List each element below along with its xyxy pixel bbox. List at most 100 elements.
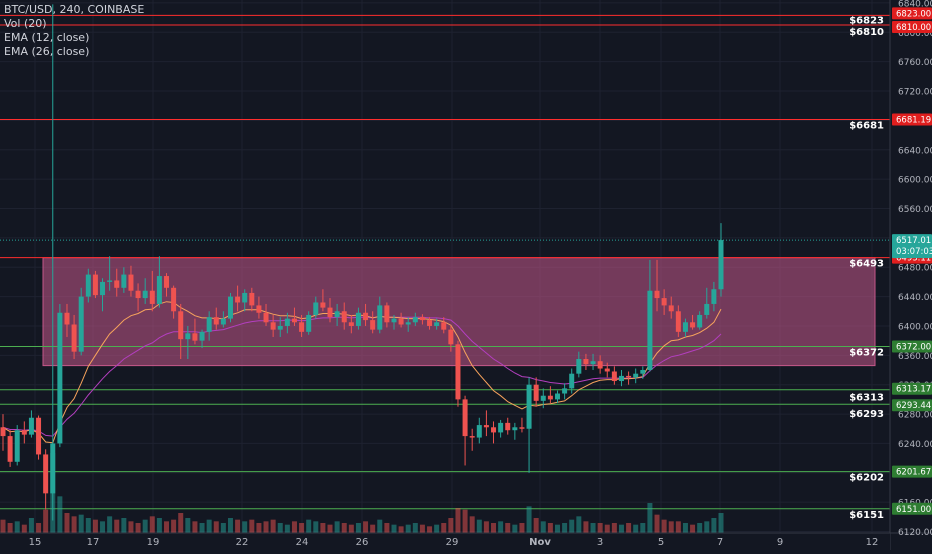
volume-bar [14,521,20,533]
indicator-volume[interactable]: Vol (20) [4,17,47,30]
candle-body [583,359,589,365]
candle-body [690,322,696,328]
y-tick-label: 6600.00 [898,176,932,186]
volume-bar [711,518,717,533]
candle-body [547,395,553,400]
volume-bar [590,523,596,533]
volume-bar [227,518,233,533]
indicator-ema-26[interactable]: EMA (26, close) [4,45,90,58]
candle-body [384,305,390,323]
candle-body [398,318,404,325]
volume-bar [171,519,177,533]
volume-bar [256,523,262,533]
level-label: $6293 [849,409,884,420]
volume-bar [483,521,489,533]
candle-body [640,370,646,374]
volume-bar [384,523,390,533]
ema-12-line [2,301,722,444]
candle-body [242,292,248,303]
x-tick-label: 3 [597,537,603,548]
price-tag-bg [892,399,932,412]
y-tick-label: 6440.00 [898,293,932,303]
candle-body [405,322,411,325]
volume-bar [114,519,120,533]
candle-body [633,373,639,378]
volume-bar [341,523,347,533]
volume-bar [554,524,560,533]
level-label: $6681 [849,121,884,132]
x-tick-label: 22 [236,537,249,548]
volume-bar [498,521,504,533]
x-tick-label: 29 [446,537,459,548]
volume-bar [377,519,383,533]
candle-body [611,371,617,382]
current-price-tag-bg [892,234,932,259]
candle-body [704,303,710,315]
volume-bar [419,524,425,533]
candle-body [156,276,162,304]
candle-body [377,305,383,330]
volume-bar [661,519,667,533]
candle-body [100,281,106,296]
x-tick-label: 12 [866,537,879,548]
candle-body [313,302,319,315]
candle-body [185,333,191,340]
candle-body [64,312,70,325]
y-tick-label: 6360.00 [898,352,932,362]
candle-body [370,320,376,330]
volume-bar [306,519,312,533]
candle-body [320,302,326,308]
level-label: $6810 [849,27,884,38]
indicator-ema-12[interactable]: EMA (12, close) [4,31,90,44]
y-tick-label: 6720.00 [898,88,932,98]
candle-body [306,314,312,332]
level-label: $6493 [849,259,884,270]
x-tick-label: 26 [356,537,369,548]
volume-bar [547,523,553,533]
x-tick-label: 17 [87,537,100,548]
candle-body [661,298,667,306]
level-label: $6823 [849,15,884,26]
volume-bar [462,509,468,533]
volume-bar [71,516,77,533]
volume-bar [355,523,361,533]
candle-body [135,290,141,299]
candle-body [28,417,34,435]
candle-body [604,368,610,372]
y-tick-label: 6120.00 [898,528,932,538]
y-tick-label: 6560.00 [898,205,932,215]
candle-body [462,399,468,437]
candle-body [7,436,13,462]
candle-body [448,329,454,345]
price-tag-label: 6810.00 [896,23,931,33]
candle-body [533,384,539,401]
price-tag-label: 6493.11 [896,254,931,264]
x-tick-label: Nov [529,537,551,548]
volume-bar [697,523,703,533]
price-tag-label: 6313.17 [896,385,931,395]
volume-bar [569,519,575,533]
volume-bar [690,524,696,533]
candle-body [171,287,177,312]
candle-body [476,425,482,438]
volume-bar [192,521,198,533]
candle-body [199,331,205,341]
volume-bar [277,523,283,533]
volume-bar [647,503,653,533]
volume-bar [327,524,333,533]
candle-body [434,322,440,326]
candle-body [121,274,127,288]
volume-bar [100,521,106,533]
candle-body [164,276,170,288]
y-tick-label: 6840.00 [898,0,932,9]
candle-body [291,318,297,323]
x-tick-label: 19 [147,537,160,548]
volume-bar [434,524,440,533]
candle-body [654,290,660,299]
volume-bar [427,526,433,533]
candle-body [469,436,475,438]
candle-body [299,322,305,332]
volume-bar [718,513,724,533]
